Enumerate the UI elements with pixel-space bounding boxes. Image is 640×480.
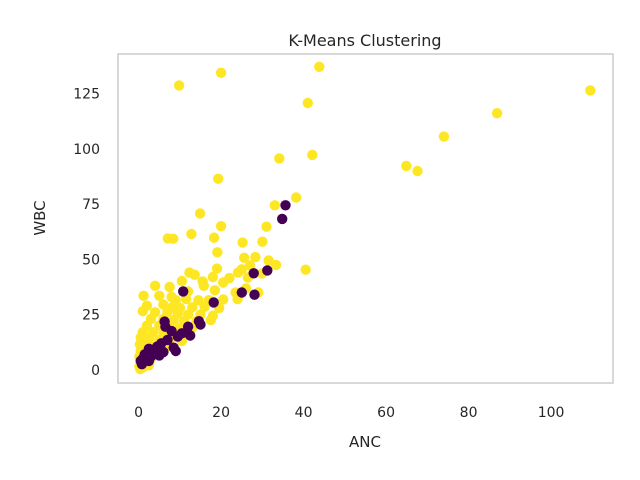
data-point-cluster-0-40 xyxy=(218,277,229,288)
x-tick-label: 60 xyxy=(377,405,395,421)
data-point-cluster-1-31 xyxy=(136,359,148,370)
data-point-cluster-0-34 xyxy=(189,269,200,280)
y-tick-label: 25 xyxy=(82,308,100,324)
data-point-cluster-0-21 xyxy=(186,228,197,240)
x-tick-label: 40 xyxy=(295,405,313,421)
data-point-cluster-0-55 xyxy=(193,295,204,306)
data-point-cluster-1-7 xyxy=(208,297,219,308)
data-point-cluster-0-35 xyxy=(207,271,219,283)
data-point-cluster-1-1 xyxy=(277,213,288,225)
data-point-cluster-0-4 xyxy=(302,97,313,109)
data-point-cluster-0-2 xyxy=(215,67,227,79)
x-axis-ticks: 0 20 40 60 80 100 xyxy=(134,405,564,421)
data-point-cluster-0-28 xyxy=(270,259,282,271)
data-point-cluster-0-44 xyxy=(198,280,209,291)
data-point-cluster-0-32 xyxy=(211,263,223,274)
data-point-cluster-0-25 xyxy=(239,252,250,263)
data-point-cluster-0-26 xyxy=(250,251,261,263)
data-point-cluster-0-41 xyxy=(176,275,188,287)
x-tick-label: 100 xyxy=(538,405,565,421)
data-point-cluster-1-23 xyxy=(170,345,181,357)
data-point-cluster-0-46 xyxy=(209,285,221,296)
x-tick-label: 0 xyxy=(134,405,143,421)
plot-frame xyxy=(117,53,614,384)
data-point-cluster-0-57 xyxy=(218,294,229,305)
data-point-cluster-0-11 xyxy=(213,173,224,184)
x-tick-label: 20 xyxy=(212,405,230,421)
data-point-cluster-0-1 xyxy=(314,61,325,72)
data-point-cluster-1-12 xyxy=(185,330,196,341)
data-point-cluster-0-24 xyxy=(212,247,223,258)
data-point-cluster-0-3 xyxy=(173,80,185,91)
data-point-cluster-0-16 xyxy=(261,221,272,232)
data-point-cluster-1-16 xyxy=(172,331,183,342)
data-point-cluster-0-51 xyxy=(154,290,165,301)
data-point-cluster-1-6 xyxy=(178,286,189,297)
data-point-cluster-0-42 xyxy=(149,280,161,291)
data-point-cluster-0-78 xyxy=(205,314,216,326)
data-point-cluster-0-13 xyxy=(269,200,280,211)
y-axis-ticks: 0 25 50 75 100 125 xyxy=(73,87,100,379)
data-point-cluster-1-25 xyxy=(154,350,165,361)
data-point-cluster-0-20 xyxy=(208,232,220,243)
data-point-cluster-0-8 xyxy=(274,153,285,164)
data-point-cluster-1-10 xyxy=(182,321,194,332)
data-point-cluster-0-5 xyxy=(491,108,503,119)
data-point-cluster-0-50 xyxy=(138,290,149,301)
data-point-cluster-1-0 xyxy=(280,200,291,211)
y-tick-label: 0 xyxy=(91,363,100,379)
data-point-cluster-0-14 xyxy=(194,208,206,219)
y-tick-label: 100 xyxy=(73,142,100,158)
y-tick-label: 50 xyxy=(82,252,100,268)
data-point-cluster-0-29 xyxy=(244,260,256,271)
data-point-cluster-1-9 xyxy=(195,319,206,330)
data-point-cluster-0-7 xyxy=(307,149,318,161)
data-point-cluster-1-3 xyxy=(262,265,273,276)
data-point-cluster-0-31 xyxy=(236,264,247,275)
data-point-cluster-0-15 xyxy=(215,221,227,232)
data-point-cluster-0-10 xyxy=(412,165,423,177)
data-point-cluster-0-22 xyxy=(237,237,248,248)
y-tick-label: 75 xyxy=(82,197,100,213)
y-tick-label: 125 xyxy=(73,87,100,103)
x-tick-label: 80 xyxy=(460,405,478,421)
data-point-cluster-1-5 xyxy=(236,287,247,298)
data-point-cluster-0-17 xyxy=(300,264,311,275)
data-point-cluster-1-4 xyxy=(249,289,260,300)
data-point-cluster-0-43 xyxy=(164,281,175,293)
data-point-cluster-0-12 xyxy=(291,192,302,203)
data-points xyxy=(134,61,596,375)
data-point-cluster-0-6 xyxy=(438,131,450,142)
data-point-cluster-0-66 xyxy=(137,306,148,317)
data-point-cluster-0-23 xyxy=(257,236,268,247)
data-point-cluster-1-2 xyxy=(248,268,259,279)
data-point-cluster-0-64 xyxy=(199,301,210,312)
x-axis-label: ANC xyxy=(349,433,381,451)
data-point-cluster-0-0 xyxy=(585,85,596,96)
data-point-cluster-0-19 xyxy=(168,233,179,244)
chart-title: K-Means Clustering xyxy=(288,31,441,50)
data-point-cluster-0-9 xyxy=(401,160,412,172)
y-axis-label: WBC xyxy=(31,200,49,235)
